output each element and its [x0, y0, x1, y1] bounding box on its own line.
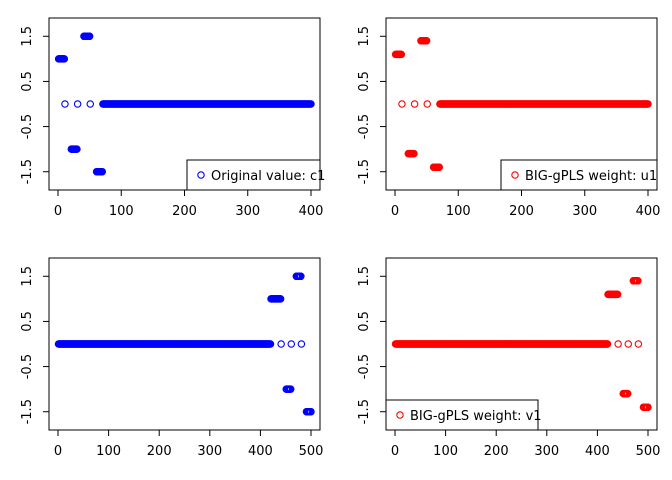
y-tick-label: -1.5	[357, 399, 372, 424]
data-point	[398, 100, 406, 108]
data-point	[287, 385, 295, 393]
data-point	[86, 100, 95, 108]
panel-top-left-c1: 0 100 200 300 400 -1.5 -0.5 0.5 1.5 Original valu…	[20, 17, 325, 219]
data-point	[277, 340, 285, 348]
x-tick-label: 200	[509, 204, 534, 219]
y-tick-label: 0.5	[357, 311, 372, 332]
data-point	[422, 37, 431, 45]
x-tick-label: 500	[299, 444, 324, 459]
y-tick-label: 0.5	[357, 71, 372, 92]
y-tick-label: 0.5	[20, 71, 35, 92]
panel-top-right-u1: 0 100 200 300 400 -1.5 -0.5 0.5 1.5 BIG-gPLS weig…	[357, 17, 661, 219]
x-tick-label: 200	[147, 444, 172, 459]
data-point	[297, 272, 305, 281]
data-point	[98, 167, 107, 176]
legend-marker	[197, 171, 205, 179]
data-point	[287, 340, 296, 348]
data-point	[85, 32, 94, 41]
data-point	[634, 277, 642, 285]
y-tick-label: -0.5	[20, 114, 35, 139]
data-point	[397, 50, 406, 59]
y-tick-label: -1.5	[357, 159, 372, 184]
legend-box	[385, 399, 539, 431]
legend-marker	[396, 411, 404, 419]
data-point	[644, 403, 652, 411]
x-tick-label: 400	[636, 204, 661, 219]
data-point	[60, 55, 69, 63]
y-tick-label: -0.5	[357, 354, 372, 379]
x-tick-label: 0	[54, 444, 62, 459]
plot-frame	[48, 257, 321, 431]
panel-bottom-left: 0 100 200 300 400 500 -1.5 -0.5 0.5 1.5	[20, 257, 324, 459]
data-points	[54, 32, 315, 176]
x-tick-label: 0	[391, 204, 399, 219]
data-point	[61, 100, 69, 108]
legend: Original value: c1	[186, 159, 325, 191]
data-point	[423, 100, 432, 108]
y-tick-label: 1.5	[357, 26, 372, 47]
x-tick-label: 100	[446, 204, 471, 219]
data-point	[613, 290, 622, 299]
data-point	[634, 340, 643, 348]
x-tick-label: 100	[109, 204, 134, 219]
y-tick-label: -1.5	[20, 399, 35, 424]
legend: BIG-gPLS weight: u1	[500, 159, 658, 191]
x-tick-label: 100	[433, 444, 458, 459]
x-tick-label: 0	[391, 444, 399, 459]
legend-label: BIG-gPLS weight: v1	[410, 409, 542, 424]
data-point	[410, 149, 418, 158]
panel-bottom-right-v1: 0 100 200 300 400 500 -1.5 -0.5 0.5 1.5 BIG-gPLS w…	[357, 257, 661, 459]
legend-box	[186, 159, 321, 191]
y-tick-label: 1.5	[357, 266, 372, 287]
data-point	[73, 100, 82, 108]
y-tick-label: -1.5	[20, 159, 35, 184]
x-tick-label: 400	[585, 444, 610, 459]
legend-label: Original value: c1	[211, 169, 325, 184]
data-point	[307, 100, 315, 108]
data-point	[603, 340, 612, 348]
data-point	[266, 340, 275, 348]
x-tick-label: 200	[172, 204, 197, 219]
data-points	[54, 272, 315, 416]
x-tick-label: 300	[235, 204, 260, 219]
y-tick-label: -0.5	[20, 354, 35, 379]
data-points	[391, 37, 652, 171]
legend: BIG-gPLS weight: v1	[385, 399, 542, 431]
data-point	[624, 340, 633, 348]
data-point	[297, 340, 306, 348]
y-tick-label: 1.5	[20, 266, 35, 287]
data-points	[391, 277, 652, 411]
y-tick-label: 1.5	[20, 26, 35, 47]
data-point	[276, 295, 285, 303]
y-tick-label: 0.5	[20, 311, 35, 332]
data-point	[644, 100, 652, 108]
y-tick-label: -0.5	[357, 114, 372, 139]
legend-label: BIG-gPLS weight: u1	[525, 169, 657, 184]
data-point	[307, 407, 315, 416]
x-tick-label: 300	[197, 444, 222, 459]
x-tick-label: 500	[636, 444, 661, 459]
x-tick-label: 400	[299, 204, 324, 219]
legend-marker	[511, 171, 519, 179]
x-tick-label: 0	[54, 204, 62, 219]
x-tick-label: 400	[248, 444, 273, 459]
legend-box	[500, 159, 658, 191]
x-tick-label: 200	[484, 444, 509, 459]
x-tick-label: 300	[534, 444, 559, 459]
data-point	[435, 163, 444, 171]
data-point	[614, 340, 622, 348]
data-point	[624, 389, 632, 398]
data-point	[410, 100, 419, 108]
x-tick-label: 300	[572, 204, 597, 219]
x-tick-label: 100	[96, 444, 121, 459]
data-point	[73, 145, 81, 153]
